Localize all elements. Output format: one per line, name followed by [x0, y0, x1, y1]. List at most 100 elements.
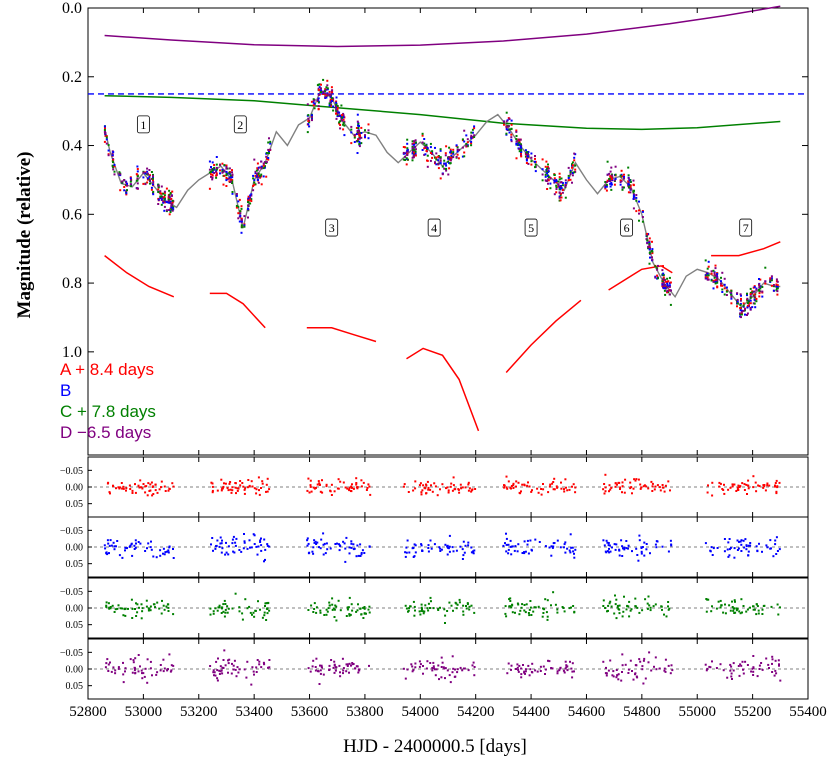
data-point-d	[609, 170, 612, 173]
microlensing-curve-a	[209, 292, 266, 329]
residual-point	[570, 546, 573, 549]
data-point-d	[404, 155, 407, 158]
data-point-c	[210, 170, 212, 173]
data-point-a	[623, 173, 625, 176]
data-point-a	[326, 79, 329, 82]
legend-entry-b: B	[60, 381, 71, 400]
residual-point	[154, 483, 157, 486]
residual-point	[306, 539, 309, 542]
residual-point	[523, 551, 525, 554]
data-point-b	[558, 186, 561, 189]
data-point-c	[753, 302, 756, 305]
data-point-a	[329, 105, 332, 108]
residual-point	[314, 666, 317, 668]
residual-point	[227, 659, 229, 662]
data-point-a	[149, 174, 151, 177]
residual-point	[612, 670, 615, 673]
residual-point	[741, 611, 743, 614]
residual-point	[776, 603, 779, 606]
residual-point	[648, 651, 651, 654]
data-point-d	[663, 278, 666, 281]
residual-point	[743, 483, 746, 486]
residual-point	[455, 602, 458, 605]
data-point-c	[306, 131, 309, 134]
residual-point	[461, 548, 464, 551]
season-label-2: 2	[233, 115, 247, 134]
residual-point	[170, 664, 173, 667]
data-point-a	[520, 155, 523, 158]
residual-point	[105, 662, 108, 665]
residual-point	[115, 487, 117, 490]
residual-point	[421, 550, 424, 552]
data-point-c	[149, 182, 151, 185]
residual-point	[614, 485, 617, 488]
x-tick-label: 53000	[125, 704, 163, 720]
residual-point	[154, 489, 157, 492]
data-point-b	[461, 155, 464, 158]
data-point-c	[669, 303, 672, 306]
residual-point	[348, 486, 351, 489]
residual-point	[429, 607, 431, 609]
data-point-b	[426, 147, 429, 150]
data-point-a	[627, 191, 630, 194]
data-point-b	[252, 174, 255, 177]
residual-point	[775, 553, 778, 555]
residual-point	[505, 543, 508, 546]
data-point-b	[172, 208, 175, 211]
residual-point	[437, 664, 440, 667]
residual-point	[776, 550, 779, 552]
data-point-c	[456, 146, 459, 149]
residual-point	[266, 477, 269, 480]
residual-point	[752, 605, 754, 608]
residual-point	[745, 610, 748, 613]
residual-point	[512, 487, 515, 489]
data-point-c	[160, 195, 163, 198]
data-point-d	[211, 178, 214, 181]
residual-point	[339, 671, 341, 674]
data-point-c	[439, 148, 442, 151]
residual-point	[408, 551, 411, 554]
residual-point	[654, 656, 657, 659]
residual-point	[661, 608, 663, 611]
residual-point	[523, 483, 526, 486]
data-point-c	[237, 205, 240, 208]
data-point-d	[751, 292, 754, 295]
residual-point	[436, 494, 439, 497]
residual-point	[609, 488, 612, 491]
x-tick-label: 54800	[623, 704, 661, 720]
data-point-c	[313, 107, 316, 110]
residual-point	[722, 489, 725, 491]
data-point-b	[413, 143, 415, 146]
data-point-d	[307, 117, 310, 120]
residual-point	[424, 487, 427, 490]
data-point-b	[519, 145, 522, 148]
data-point-a	[125, 193, 128, 196]
residual-point	[542, 612, 545, 614]
data-point-d	[776, 290, 779, 293]
data-point-b	[219, 172, 221, 175]
residual-point	[528, 674, 531, 677]
residual-point	[444, 543, 447, 546]
data-point-b	[364, 136, 366, 138]
data-point-c	[343, 124, 346, 127]
residual-point	[719, 663, 722, 666]
residual-point	[755, 603, 758, 606]
residual-point	[607, 609, 609, 612]
data-point-d	[510, 136, 513, 139]
residual-point	[224, 482, 227, 485]
residual-point	[307, 477, 310, 480]
data-point-c	[118, 171, 121, 174]
residual-point	[512, 482, 515, 485]
data-point-d	[324, 96, 327, 99]
season-label-text: 3	[329, 221, 335, 235]
residual-point	[512, 484, 515, 487]
data-point-d	[356, 120, 359, 123]
data-point-d	[162, 196, 165, 199]
residual-point	[756, 550, 759, 553]
data-point-a	[609, 175, 612, 178]
residual-point	[212, 612, 215, 615]
residual-point	[446, 669, 449, 672]
residual-point	[151, 494, 154, 497]
residual-point	[615, 669, 618, 671]
residual-point	[363, 552, 366, 554]
